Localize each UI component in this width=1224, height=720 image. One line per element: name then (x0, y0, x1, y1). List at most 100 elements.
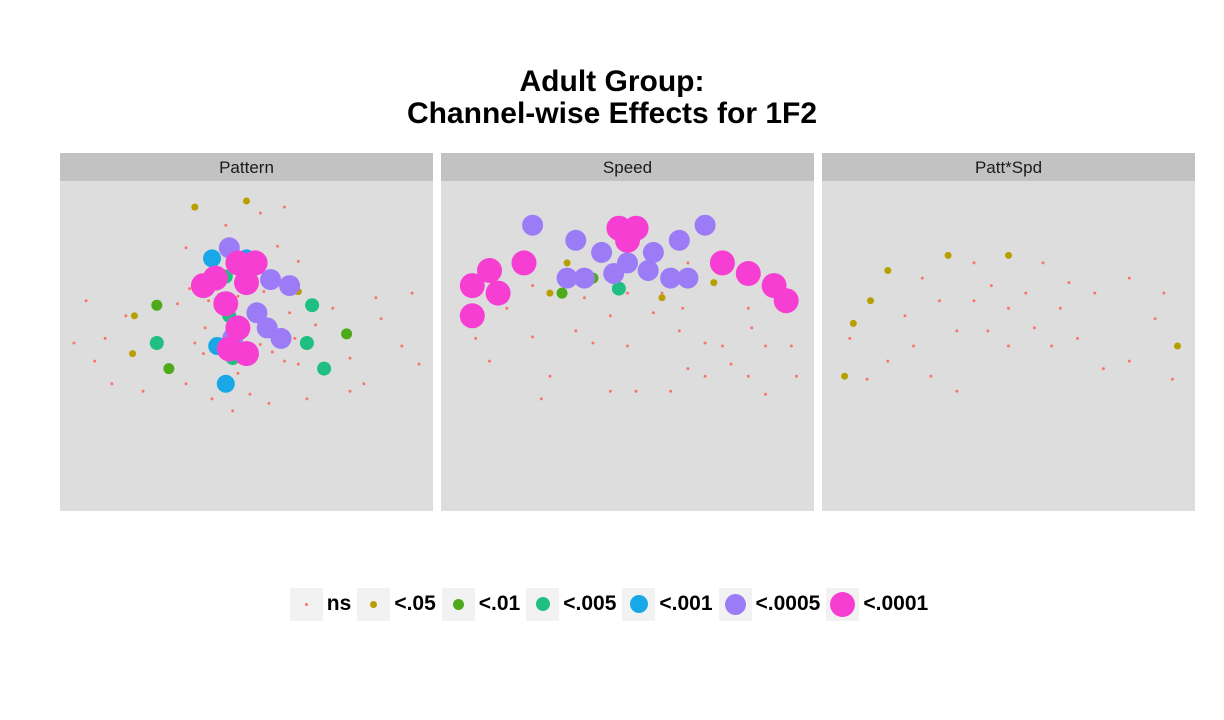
data-point (163, 363, 175, 375)
data-point (548, 374, 552, 378)
data-point (202, 265, 228, 291)
facet-Patt*Spd: Patt*Spd (822, 153, 1195, 511)
data-point (989, 284, 993, 288)
data-point (296, 259, 300, 263)
data-point (242, 250, 268, 276)
data-point (201, 352, 205, 356)
data-point (677, 329, 681, 333)
data-point (305, 298, 320, 313)
data-point (184, 246, 188, 250)
data-point (1076, 336, 1079, 340)
data-point (848, 336, 852, 340)
data-point (193, 341, 197, 345)
data-point (1024, 291, 1028, 295)
data-point (1007, 306, 1010, 310)
data-point (546, 289, 554, 297)
data-point (972, 299, 976, 303)
data-point (938, 299, 941, 303)
data-point (929, 374, 933, 378)
data-point (410, 291, 414, 295)
data-point (764, 392, 767, 396)
legend-key (826, 587, 860, 621)
data-point (348, 389, 352, 393)
data-point (735, 261, 761, 286)
data-point (210, 397, 214, 401)
data-point (1032, 326, 1036, 330)
data-point (149, 336, 164, 350)
data-point (608, 314, 612, 318)
legend-key (622, 587, 656, 621)
data-point (317, 361, 332, 376)
data-point (795, 374, 798, 378)
data-point (884, 267, 892, 274)
data-point (603, 263, 625, 284)
data-point (348, 356, 352, 360)
data-point (184, 382, 188, 386)
data-point (720, 344, 724, 348)
data-point (296, 362, 300, 366)
legend-label: <.0001 (863, 592, 929, 615)
data-point (374, 296, 378, 300)
data-point (903, 314, 907, 318)
chart-title: Adult Group: Channel-wise Effects for 1F… (0, 66, 1224, 130)
data-point (282, 359, 286, 363)
data-point (1101, 367, 1105, 371)
legend-swatch (452, 598, 464, 610)
legend-label: ns (326, 592, 352, 615)
data-point (573, 267, 595, 289)
chart-title-line1: Adult Group: (519, 65, 705, 98)
data-point (213, 291, 239, 317)
data-point (225, 250, 251, 276)
data-point (485, 280, 511, 306)
data-point (789, 344, 793, 348)
facet-Speed: Speed (441, 153, 814, 511)
legend-key (718, 587, 752, 621)
data-point (72, 341, 76, 345)
data-point (694, 214, 716, 236)
data-point (400, 344, 404, 348)
legend-swatch (830, 591, 856, 617)
legend-key (441, 587, 475, 621)
data-point (1007, 344, 1010, 348)
data-point (1050, 344, 1054, 348)
data-point (477, 258, 502, 283)
data-point (1170, 377, 1174, 381)
facet-Pattern: Pattern (60, 153, 433, 511)
data-point (563, 259, 571, 267)
data-point (151, 299, 163, 311)
legend-item: ns (289, 587, 352, 621)
data-point (488, 359, 491, 363)
data-point (511, 250, 537, 276)
data-point (710, 279, 718, 287)
data-point (191, 203, 199, 211)
data-point (267, 401, 271, 405)
data-point (305, 397, 309, 401)
legend: ns <.05 <.01 <.005 <.001 <.0005 <.0001 (0, 586, 1224, 622)
legend-key (526, 587, 560, 621)
legend-swatch (304, 602, 308, 606)
data-point (270, 327, 292, 349)
data-point (1174, 342, 1181, 350)
data-point (591, 341, 595, 345)
data-point (124, 314, 128, 318)
legend-swatch (370, 600, 378, 608)
data-point (282, 205, 286, 209)
data-point (686, 367, 690, 371)
data-point (677, 267, 699, 289)
faceted-scatter-plot: Pattern Speed Patt*Spd (60, 153, 1195, 511)
data-point (681, 306, 685, 310)
legend-label: <.01 (478, 592, 521, 615)
data-point (668, 229, 690, 251)
data-point (865, 377, 869, 381)
data-point (522, 214, 544, 236)
legend-item: <.0001 (826, 587, 929, 621)
facet-strip (441, 153, 814, 181)
data-point (686, 261, 690, 265)
data-point (849, 319, 857, 327)
data-point (746, 306, 750, 310)
data-point (270, 350, 274, 354)
legend-key (289, 587, 323, 621)
data-point (986, 329, 990, 333)
data-point (331, 306, 335, 310)
data-point (591, 241, 613, 263)
